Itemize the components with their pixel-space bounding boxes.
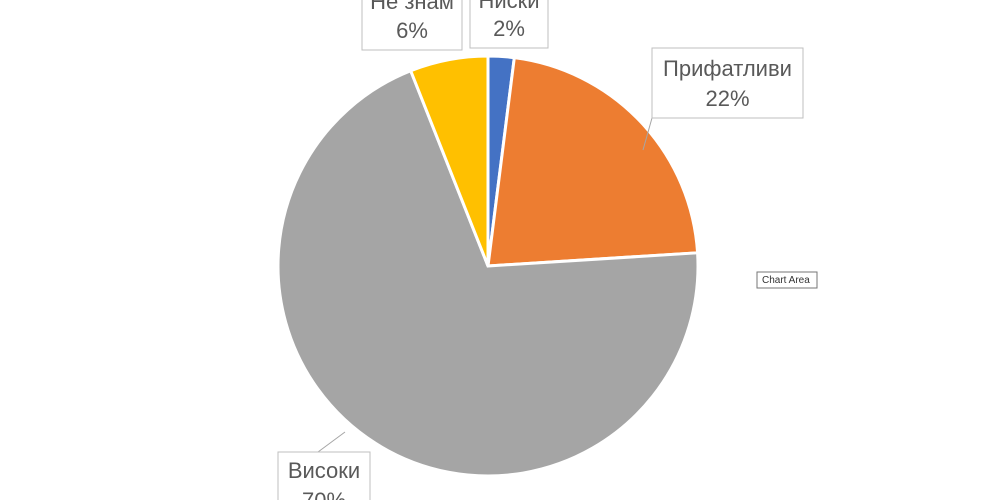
pie-slice — [276, 68, 700, 478]
label-box — [277, 451, 371, 500]
pie-slice — [408, 54, 490, 267]
label-box — [651, 47, 804, 119]
category-label: Не знам — [370, 0, 454, 14]
value-label: 6% — [396, 18, 428, 43]
pie-slice — [486, 55, 700, 268]
leader-line — [642, 117, 653, 151]
label-box — [361, 0, 463, 51]
value-label: 22% — [705, 86, 749, 111]
category-label: Високи — [288, 458, 360, 483]
tooltip-box — [756, 271, 818, 289]
label-box — [469, 0, 549, 49]
category-label: Ниски — [478, 0, 539, 13]
labels: Ниски 2% Прифатливи 22% Високи 70% Не знам 6% — [277, 0, 804, 500]
value-label: 70% — [302, 488, 346, 500]
value-label: 2% — [493, 16, 525, 41]
leader-line — [317, 431, 346, 453]
tooltip: Chart Area — [762, 275, 810, 286]
pie — [276, 54, 700, 478]
category-label: Прифатливи — [663, 56, 792, 81]
